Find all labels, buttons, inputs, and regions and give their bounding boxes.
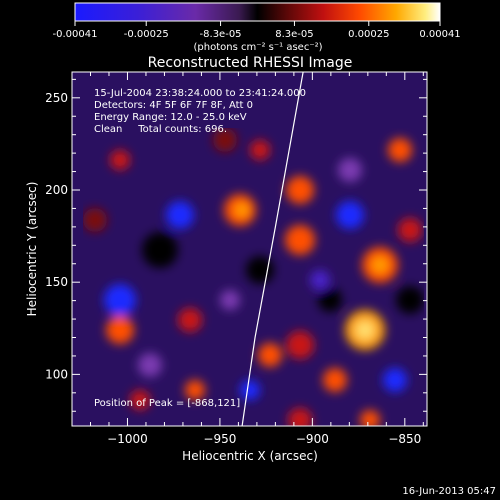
solar-limb-line (241, 71, 304, 427)
heatmap-blob (286, 176, 314, 204)
colorbar-tick-label: -0.00025 (124, 29, 169, 40)
annotation-clean-counts: Clean Total counts: 696. (94, 124, 227, 135)
heatmap-blob (240, 380, 260, 400)
y-tick-label: 200 (45, 183, 68, 197)
annotation-time-range: 15-Jul-2004 23:38:24.000 to 23:41:24.000 (94, 88, 306, 99)
heatmap-blob (106, 316, 134, 344)
heatmap-blob (388, 138, 412, 162)
colorbar-tick-label: 0.00025 (348, 29, 389, 40)
plot-frame (71, 71, 428, 427)
heatmap-blob (213, 128, 237, 152)
heatmap-blob (138, 353, 162, 377)
heatmap-blob (383, 368, 407, 392)
heatmap-blob (396, 286, 424, 314)
heatmap-blob (130, 390, 150, 410)
heatmap-blob (246, 256, 274, 284)
heatmap-blob (336, 201, 364, 229)
heatmap-blob (286, 331, 314, 359)
y-tick-label: 150 (45, 275, 68, 289)
colorbar: -0.00041 -0.00025 -8.3e-05 8.3e-05 0.00025 0.… (53, 2, 461, 53)
colorbar-tick-label: 8.3e-05 (275, 29, 313, 40)
heatmap-blob (110, 150, 130, 170)
heatmap-blob (318, 288, 342, 312)
heatmap-blob (142, 232, 178, 268)
colorbar-gradient (75, 3, 440, 21)
y-tick-label: 100 (45, 367, 68, 381)
heatmap-blob (166, 201, 194, 229)
x-tick-label: −1000 (107, 432, 148, 446)
heatmap-blob (83, 208, 107, 232)
annotation-block: 15-Jul-2004 23:38:24.000 to 23:41:24.000… (94, 88, 306, 135)
heatmap-blob (372, 257, 388, 273)
y-axis: 100 150 200 250 (45, 78, 427, 412)
heatmap-blob (258, 343, 282, 367)
x-tick-label: −850 (388, 432, 421, 446)
chart-title: Reconstructed RHESSI Image (148, 55, 353, 71)
annotation-energy-range: Energy Range: 12.0 - 25.0 keV (94, 112, 247, 123)
x-tick-label: −950 (203, 432, 236, 446)
y-tick-label: 250 (45, 91, 68, 105)
y-axis-label: Heliocentric Y (arcsec) (25, 182, 39, 317)
colorbar-tick-label: -0.00041 (53, 29, 98, 40)
x-tick-label: −900 (296, 432, 329, 446)
heatmap-background (72, 72, 427, 426)
heatmap-blob (235, 203, 249, 217)
heatmap-blob (356, 321, 374, 339)
heatmap-blob (398, 218, 422, 242)
heatmap-blobs (83, 128, 424, 426)
heatmap-blob (185, 380, 205, 400)
colorbar-frame (74, 2, 441, 22)
peak-position-label: Position of Peak = [-868,121] (94, 398, 240, 409)
heatmap-blob (285, 225, 315, 255)
heatmap-image (72, 72, 427, 426)
heatmap-blob (360, 410, 380, 426)
x-axis-label: Heliocentric X (arcsec) (182, 449, 318, 463)
heatmap-blob (250, 140, 270, 160)
heatmap-blob (338, 158, 362, 182)
heatmap-blob (220, 290, 240, 310)
heatmap-blob (288, 408, 312, 426)
heatmap-blob (178, 308, 202, 332)
heatmap-blob (104, 284, 136, 316)
heatmap-blob (310, 270, 330, 290)
colorbar-unit-label: (photons cm⁻² s⁻¹ asec⁻²) (193, 42, 322, 53)
heatmap-blob (323, 368, 347, 392)
annotation-detectors: Detectors: 4F 5F 6F 7F 8F, Att 0 (94, 100, 253, 111)
colorbar-ticks: -0.00041 -0.00025 -8.3e-05 8.3e-05 0.00025 0.… (53, 21, 461, 40)
colorbar-tick-label: -8.3e-05 (200, 29, 242, 40)
x-axis: −1000 −950 −900 −850 (71, 72, 424, 446)
footer-date: 16-Jun-2013 05:47 (402, 486, 496, 497)
colorbar-tick-label: 0.00041 (419, 29, 460, 40)
